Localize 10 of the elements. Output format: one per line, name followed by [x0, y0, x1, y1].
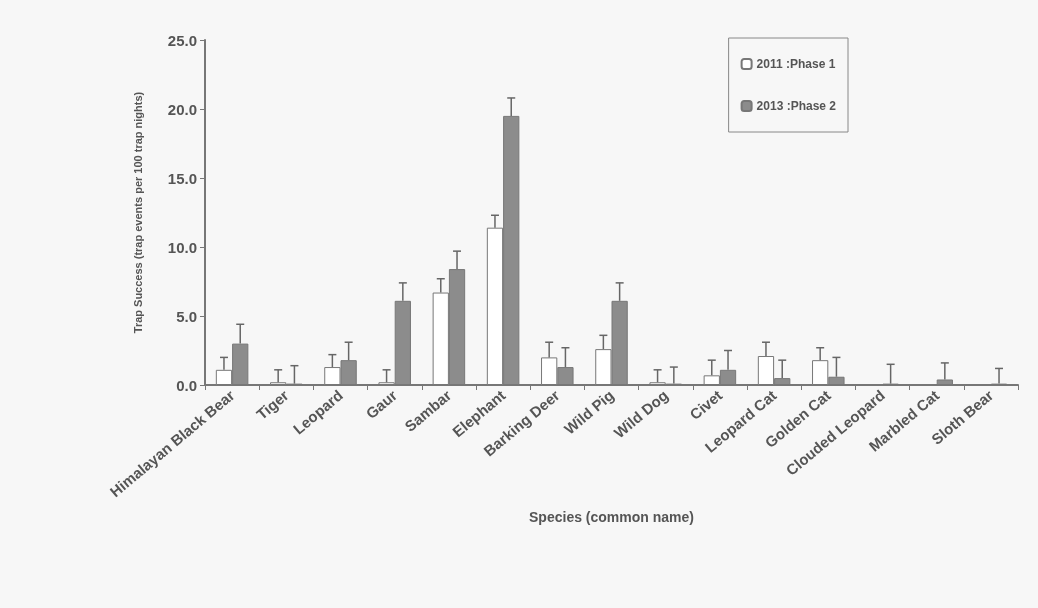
legend-label: 2013 :Phase 2	[756, 99, 837, 113]
y-tick-label: 15.0	[167, 169, 197, 187]
y-axis-title: Trap Success (trap events per 100 trap nights)	[131, 91, 144, 334]
y-tick-label: 10.0	[167, 238, 197, 256]
legend-label: 2011 :Phase 1	[756, 57, 836, 71]
y-tick-label: 25.0	[167, 31, 197, 49]
y-tick-label: 0.0	[176, 376, 197, 394]
y-tick-label: 5.0	[176, 307, 197, 325]
y-tick-label: 20.0	[167, 100, 197, 118]
x-axis-title: Species (common name)	[529, 509, 694, 525]
